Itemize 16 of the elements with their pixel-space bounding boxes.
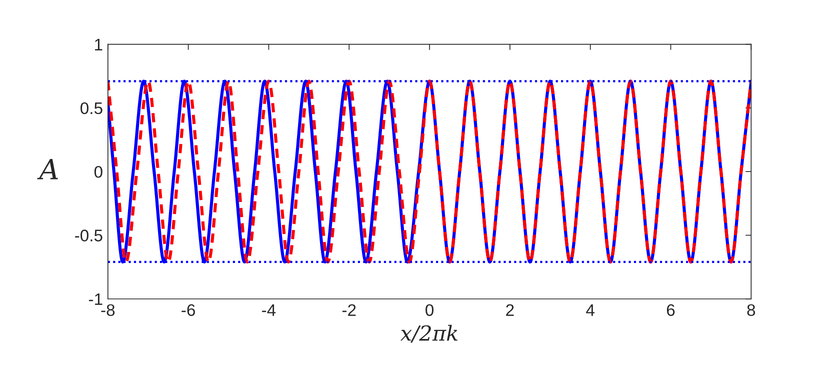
x-tick-label: 0 bbox=[426, 304, 434, 316]
y-tick-label: 0.5 bbox=[80, 102, 102, 114]
y-tick-label: 0 bbox=[94, 166, 102, 178]
x-tick-label: -2 bbox=[342, 304, 356, 316]
x-tick-label: -4 bbox=[262, 304, 276, 316]
x-tick-label: 6 bbox=[666, 304, 675, 316]
y-tick-label: -1 bbox=[88, 293, 102, 305]
x-tick-label: 4 bbox=[586, 304, 594, 316]
x-tick-label: 2 bbox=[506, 304, 514, 316]
y-tick-label: -0.5 bbox=[75, 230, 102, 242]
x-tick-label: -6 bbox=[182, 304, 195, 316]
y-tick-label: 1 bbox=[95, 38, 102, 50]
y-axis-title: A bbox=[37, 159, 58, 180]
x-tick-label: -8 bbox=[101, 304, 115, 316]
x-tick-label: 8 bbox=[747, 304, 756, 316]
x-axis-title: x/2πk bbox=[400, 324, 458, 343]
